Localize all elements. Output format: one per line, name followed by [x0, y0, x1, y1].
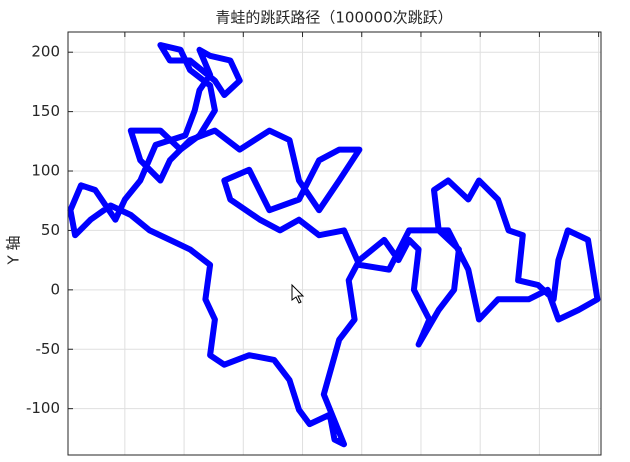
- y-tick-label: 150: [31, 102, 60, 120]
- y-tick-label: 50: [41, 221, 60, 239]
- plot-area: -100 -50 0 50 100 150 200: [26, 31, 602, 456]
- y-tick-label: -50: [36, 340, 61, 358]
- plot-frame: [67, 31, 602, 456]
- y-tick-label: 200: [31, 43, 60, 61]
- random-walk-line: [67, 42, 601, 448]
- plot-background: [68, 32, 601, 455]
- chart-title: 青蛙的跳跃路径（100000次跳跃）: [215, 9, 452, 27]
- y-tick-label: 100: [31, 162, 60, 180]
- y-tick-label: 0: [50, 280, 60, 298]
- y-axis-label: Y 轴: [5, 236, 23, 266]
- y-tick-label: -100: [26, 399, 60, 417]
- mouse-cursor: [291, 283, 305, 304]
